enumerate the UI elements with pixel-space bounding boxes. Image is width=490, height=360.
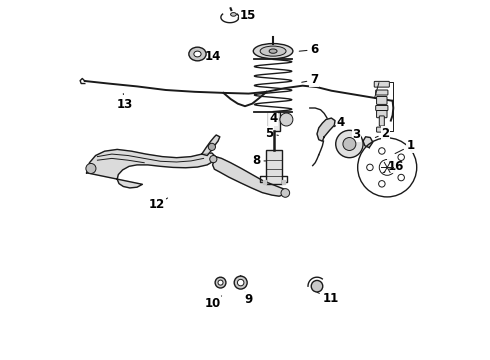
Text: 1: 1 bbox=[395, 139, 415, 154]
Text: 4: 4 bbox=[269, 112, 280, 125]
Text: 3: 3 bbox=[349, 129, 361, 141]
Circle shape bbox=[210, 156, 217, 163]
Circle shape bbox=[398, 174, 404, 181]
Circle shape bbox=[367, 164, 373, 171]
Polygon shape bbox=[213, 157, 286, 196]
Circle shape bbox=[215, 277, 226, 288]
Text: 12: 12 bbox=[149, 198, 168, 211]
Circle shape bbox=[311, 280, 323, 292]
FancyBboxPatch shape bbox=[377, 111, 387, 118]
FancyBboxPatch shape bbox=[377, 127, 387, 132]
Text: 15: 15 bbox=[238, 9, 256, 22]
Polygon shape bbox=[87, 149, 216, 188]
Circle shape bbox=[281, 189, 290, 197]
Text: 6: 6 bbox=[299, 43, 318, 56]
FancyBboxPatch shape bbox=[268, 112, 280, 131]
FancyBboxPatch shape bbox=[266, 150, 282, 184]
FancyBboxPatch shape bbox=[377, 96, 387, 104]
Circle shape bbox=[238, 279, 244, 286]
Text: 8: 8 bbox=[252, 154, 266, 167]
Circle shape bbox=[86, 163, 96, 174]
Ellipse shape bbox=[189, 47, 206, 61]
Circle shape bbox=[280, 113, 293, 126]
FancyBboxPatch shape bbox=[376, 105, 388, 111]
Ellipse shape bbox=[269, 49, 277, 53]
Circle shape bbox=[379, 148, 385, 154]
Circle shape bbox=[234, 276, 247, 289]
Polygon shape bbox=[363, 137, 373, 148]
Polygon shape bbox=[282, 180, 285, 184]
Ellipse shape bbox=[194, 51, 201, 57]
Polygon shape bbox=[263, 180, 266, 184]
FancyBboxPatch shape bbox=[379, 116, 384, 126]
Polygon shape bbox=[317, 118, 335, 141]
Ellipse shape bbox=[260, 46, 286, 56]
Text: 9: 9 bbox=[245, 292, 253, 306]
Ellipse shape bbox=[231, 13, 236, 16]
Circle shape bbox=[398, 154, 404, 161]
Circle shape bbox=[343, 138, 356, 150]
Circle shape bbox=[336, 130, 363, 158]
Text: 13: 13 bbox=[116, 94, 132, 111]
Text: 4: 4 bbox=[334, 116, 344, 129]
Circle shape bbox=[379, 181, 385, 187]
Circle shape bbox=[218, 280, 223, 285]
Text: 7: 7 bbox=[302, 73, 318, 86]
Ellipse shape bbox=[253, 44, 293, 59]
FancyBboxPatch shape bbox=[374, 81, 390, 87]
Polygon shape bbox=[202, 135, 220, 156]
Text: 11: 11 bbox=[317, 292, 339, 305]
Circle shape bbox=[208, 143, 216, 150]
Text: 10: 10 bbox=[204, 296, 221, 310]
FancyBboxPatch shape bbox=[376, 90, 388, 95]
Text: 2: 2 bbox=[375, 127, 390, 140]
Text: 16: 16 bbox=[383, 160, 404, 173]
Text: 14: 14 bbox=[203, 50, 221, 63]
Text: 5: 5 bbox=[266, 127, 278, 140]
